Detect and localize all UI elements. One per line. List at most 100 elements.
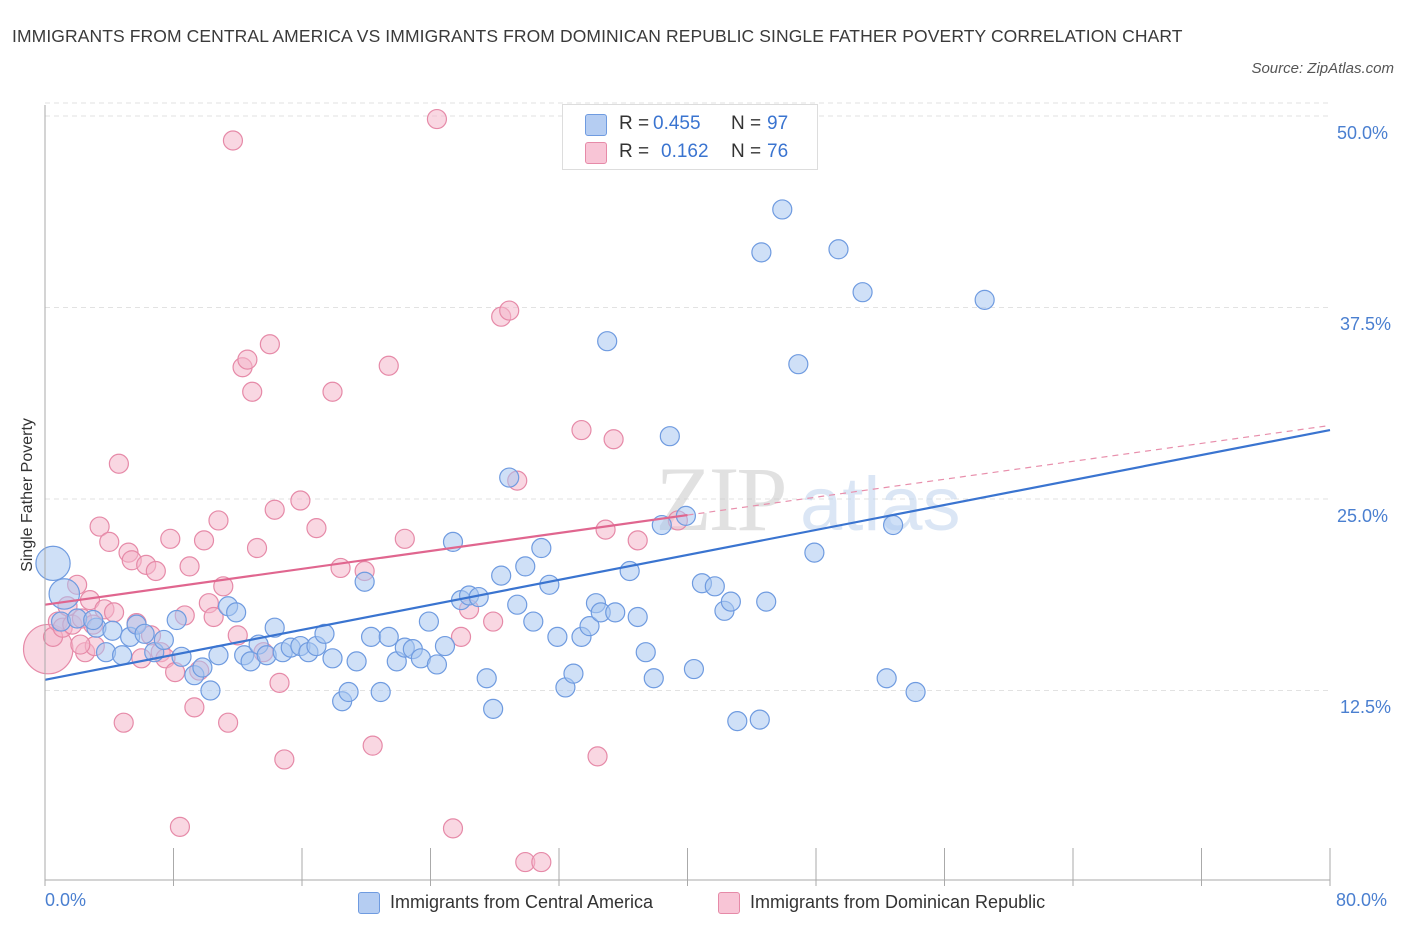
r-value: 0.162: [661, 137, 709, 167]
point-central-america: [773, 200, 792, 219]
point-dominican-republic: [223, 131, 242, 150]
point-dominican-republic: [146, 562, 165, 581]
point-dominican-republic: [170, 817, 189, 836]
point-central-america: [84, 611, 103, 630]
point-central-america: [598, 332, 617, 351]
point-central-america: [103, 621, 122, 640]
point-dominican-republic: [331, 558, 350, 577]
point-central-america: [628, 607, 647, 626]
legend-swatch-pink: [718, 892, 740, 914]
point-central-america: [500, 468, 519, 487]
point-dominican-republic: [209, 511, 228, 530]
point-central-america: [516, 557, 535, 576]
n-label: N =: [731, 109, 761, 139]
point-central-america: [606, 603, 625, 622]
n-value: 76: [767, 137, 788, 167]
watermark: ZIP: [656, 448, 785, 550]
point-central-america: [524, 612, 543, 631]
point-central-america: [379, 627, 398, 646]
point-dominican-republic: [395, 529, 414, 548]
point-central-america: [339, 683, 358, 702]
point-dominican-republic: [379, 356, 398, 375]
point-central-america: [636, 643, 655, 662]
point-central-america: [227, 603, 246, 622]
point-central-america: [829, 240, 848, 259]
point-dominican-republic: [443, 819, 462, 838]
point-dominican-republic: [109, 454, 128, 473]
gridlines: [45, 103, 1330, 691]
r-value: 0.455: [653, 109, 701, 139]
point-central-america: [193, 658, 212, 677]
point-dominican-republic: [270, 673, 289, 692]
point-dominican-republic: [105, 603, 124, 622]
point-dominican-republic: [628, 531, 647, 550]
point-dominican-republic: [243, 382, 262, 401]
point-central-america: [805, 543, 824, 562]
point-dominican-republic: [238, 350, 257, 369]
watermark-atlas: atlas: [800, 462, 961, 547]
point-dominican-republic: [363, 736, 382, 755]
point-central-america: [548, 627, 567, 646]
point-central-america: [154, 630, 173, 649]
point-central-america: [532, 539, 551, 558]
point-central-america: [347, 652, 366, 671]
legend-swatch-blue: [585, 114, 607, 136]
point-central-america: [721, 592, 740, 611]
n-value: 97: [767, 109, 788, 139]
y-tick-label-25: 25.0%: [1337, 506, 1388, 527]
point-central-america: [427, 655, 446, 674]
y-tick-label-12-5: 12.5%: [1340, 697, 1391, 718]
point-central-america: [419, 612, 438, 631]
point-dominican-republic: [291, 491, 310, 510]
point-dominican-republic: [275, 750, 294, 769]
point-central-america: [789, 355, 808, 374]
point-central-america: [484, 699, 503, 718]
point-central-america: [209, 646, 228, 665]
point-dominican-republic: [572, 421, 591, 440]
legend-row-central-america: R = 0.455 N = 97: [563, 109, 817, 139]
point-dominican-republic: [307, 519, 326, 538]
point-dominican-republic: [604, 430, 623, 449]
point-central-america: [477, 669, 496, 688]
point-dominican-republic: [260, 335, 279, 354]
point-dominican-republic: [532, 853, 551, 872]
legend-swatch-blue: [358, 892, 380, 914]
point-central-america: [36, 546, 70, 580]
point-central-america: [906, 683, 925, 702]
point-dominican-republic: [219, 713, 238, 732]
point-central-america: [167, 611, 186, 630]
point-central-america: [757, 592, 776, 611]
point-central-america: [752, 243, 771, 262]
legend-label: Immigrants from Central America: [390, 888, 653, 916]
point-central-america: [975, 290, 994, 309]
point-central-america: [540, 575, 559, 594]
point-dominican-republic: [588, 747, 607, 766]
point-dominican-republic: [180, 557, 199, 576]
point-central-america: [371, 683, 390, 702]
point-dominican-republic: [596, 520, 615, 539]
point-central-america: [135, 624, 154, 643]
point-dominican-republic: [265, 500, 284, 519]
point-central-america: [508, 595, 527, 614]
point-central-america: [362, 627, 381, 646]
point-central-america: [435, 637, 454, 656]
point-central-america: [644, 669, 663, 688]
point-central-america: [853, 283, 872, 302]
point-dominican-republic: [114, 713, 133, 732]
point-central-america: [172, 647, 191, 666]
point-central-america: [113, 646, 132, 665]
point-dominican-republic: [484, 612, 503, 631]
point-central-america: [660, 427, 679, 446]
point-dominican-republic: [248, 539, 267, 558]
point-central-america: [201, 681, 220, 700]
r-label: R =: [619, 137, 649, 167]
point-dominican-republic: [161, 529, 180, 548]
point-central-america: [355, 572, 374, 591]
point-central-america: [884, 516, 903, 535]
correlation-legend: R = 0.455 N = 97 R = 0.162 N = 76: [562, 104, 818, 170]
legend-label: Immigrants from Dominican Republic: [750, 888, 1045, 916]
point-dominican-republic: [500, 301, 519, 320]
point-dominican-republic: [195, 531, 214, 550]
legend-row-dominican-republic: R = 0.162 N = 76: [563, 137, 817, 167]
y-tick-label-37-5: 37.5%: [1340, 314, 1391, 335]
